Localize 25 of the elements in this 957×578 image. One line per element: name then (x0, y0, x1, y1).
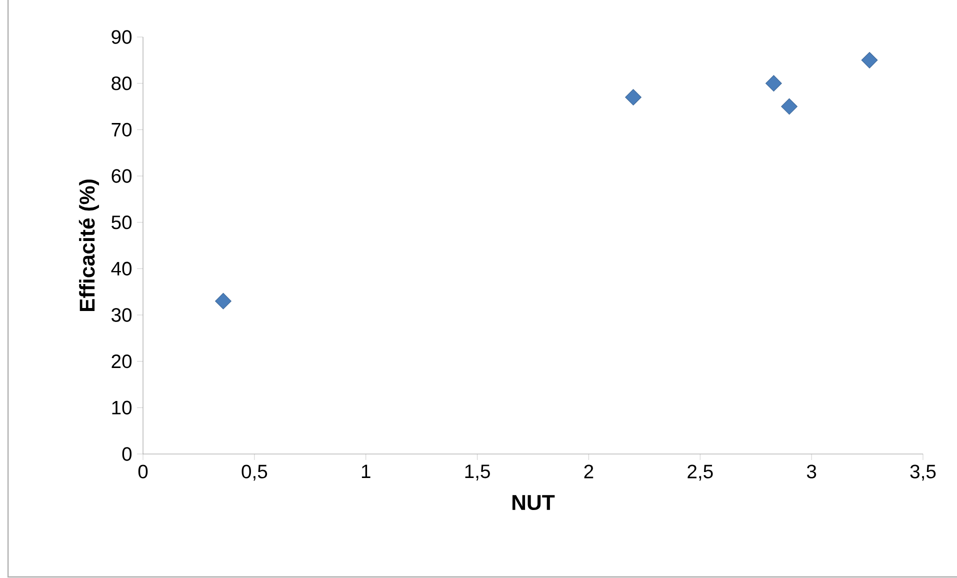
x-tick-label: 0 (138, 464, 148, 478)
point (861, 52, 878, 68)
y-tick-label: 70 (112, 122, 132, 137)
point (625, 89, 642, 106)
y-tick-label: 60 (112, 169, 132, 183)
y-tick-label: 40 (111, 262, 132, 276)
y-tick-label: 90 (112, 30, 132, 44)
y-tick-label: 30 (112, 308, 132, 322)
x-tick-label: 1 (362, 464, 370, 478)
y-tick-label: 0 (122, 447, 132, 461)
y-tick-label: 80 (112, 76, 132, 90)
x-tick-label: 0,5 (242, 464, 268, 481)
point (765, 75, 782, 92)
x-tick-label: 1,5 (465, 464, 490, 480)
y-axis-title: Efficacité (%) (78, 180, 99, 312)
x-tick-label: 3 (806, 464, 816, 478)
point (781, 98, 798, 115)
x-tick-label: 2 (584, 464, 594, 478)
y-tick-label: 20 (112, 354, 132, 368)
x-tick-label: 3,5 (910, 464, 936, 481)
x-tick-label: 2,5 (688, 464, 713, 481)
point (215, 292, 232, 310)
y-tick-label: 10 (112, 400, 132, 414)
x-axis-title: NUT (512, 495, 555, 510)
y-tick-label: 50 (112, 215, 132, 230)
